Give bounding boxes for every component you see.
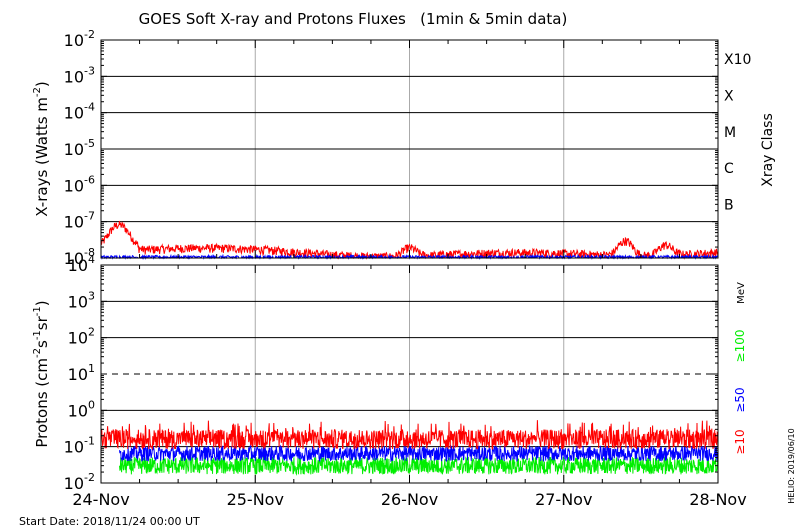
y-tick-base: 10 xyxy=(64,474,84,493)
y-tick-base: 10 xyxy=(64,67,84,86)
proton-series-line xyxy=(100,420,719,451)
y-tick-exponent: -3 xyxy=(84,64,95,77)
y-tick-base: 10 xyxy=(68,329,88,348)
y-axis-label-exponent: -2 xyxy=(32,87,43,97)
xray-class-label: X10 xyxy=(724,52,751,68)
y-tick-exponent: -6 xyxy=(84,173,95,186)
y-tick-label: 10-8 xyxy=(64,246,95,268)
y-tick-label: 10-2 xyxy=(64,28,95,50)
y-tick-base: 10 xyxy=(64,140,84,159)
y-axis-label: X-rays (Watts m-2) xyxy=(32,81,51,216)
y-tick-label: 10-1 xyxy=(64,435,95,457)
y-axis-label-text: ) xyxy=(33,300,51,306)
xray-class-axis-title: Xray Class xyxy=(760,113,776,187)
xray-series-line xyxy=(100,220,719,260)
axes-layer: 10-810-710-610-510-410-310-2X-rays (Watt… xyxy=(32,28,776,509)
x-tick-label: 28-Nov xyxy=(689,490,746,509)
chart-title: GOES Soft X-ray and Protons Fluxes (1min… xyxy=(139,10,568,28)
x-tick-label: 25-Nov xyxy=(227,490,284,509)
grid-layer xyxy=(101,40,718,483)
y-tick-base: 10 xyxy=(68,256,88,275)
y-tick-exponent: -7 xyxy=(84,210,95,223)
y-tick-label: 103 xyxy=(68,289,95,311)
y-tick-label: 102 xyxy=(68,326,95,348)
y-axis-label-text: ) xyxy=(33,81,51,87)
y-tick-base: 10 xyxy=(64,249,84,268)
y-tick-exponent: -5 xyxy=(84,137,95,150)
y-tick-exponent: -2 xyxy=(84,28,95,41)
y-tick-label: 10-5 xyxy=(64,137,95,159)
xray-class-label: B xyxy=(724,198,734,214)
y-axis-label-text: Protons (cm xyxy=(33,358,51,448)
proton-legend-label: ≥50 xyxy=(733,387,747,412)
x-tick-label: 27-Nov xyxy=(535,490,592,509)
y-tick-label: 10-3 xyxy=(64,64,95,86)
start-date-label: Start Date: 2018/11/24 00:00 UT xyxy=(19,515,200,528)
y-tick-base: 10 xyxy=(64,213,84,232)
y-tick-exponent: 2 xyxy=(88,326,95,339)
y-tick-exponent: 4 xyxy=(88,253,95,266)
y-axis-label-exponent: -1 xyxy=(32,306,43,316)
y-tick-label: 10-7 xyxy=(64,210,95,232)
y-tick-base: 10 xyxy=(68,365,88,384)
x-tick-label: 26-Nov xyxy=(381,490,438,509)
y-tick-base: 10 xyxy=(64,104,84,123)
y-tick-exponent: 0 xyxy=(88,398,95,411)
y-tick-base: 10 xyxy=(64,438,84,457)
y-tick-label: 10-2 xyxy=(64,471,95,493)
xray-class-label: C xyxy=(724,161,734,177)
y-tick-label: 101 xyxy=(68,362,95,384)
y-tick-exponent: -8 xyxy=(84,246,95,259)
y-tick-base: 10 xyxy=(64,176,84,195)
y-axis-label-exponent: -2 xyxy=(32,348,43,358)
y-axis-label-text: s xyxy=(33,340,51,348)
y-axis-label-text: sr xyxy=(33,315,51,330)
proton-legend-label: ≥100 xyxy=(733,330,747,363)
y-tick-label: 10-4 xyxy=(64,101,95,123)
y-tick-label: 104 xyxy=(68,253,95,275)
y-tick-exponent: -1 xyxy=(84,435,95,448)
y-tick-label: 10-6 xyxy=(64,173,95,195)
y-tick-exponent: -2 xyxy=(84,471,95,484)
y-tick-label: 100 xyxy=(68,398,95,420)
y-tick-exponent: -4 xyxy=(84,101,95,114)
proton-legend-label: ≥10 xyxy=(733,429,747,454)
y-axis-label-text: X-rays (Watts m xyxy=(33,97,51,217)
xray-class-label: X xyxy=(724,89,734,105)
y-axis-label-exponent: -1 xyxy=(32,330,43,340)
x-tick-label: 24-Nov xyxy=(72,490,129,509)
xray-class-label: M xyxy=(724,125,736,141)
y-tick-exponent: 3 xyxy=(88,289,95,302)
proton-series-line xyxy=(119,444,719,463)
y-axis-label: Protons (cm-2s-1sr-1) xyxy=(32,300,51,447)
y-tick-exponent: 1 xyxy=(88,362,95,375)
proton-series-line xyxy=(119,455,719,476)
proton-unit-label: MeV xyxy=(736,282,747,304)
y-tick-base: 10 xyxy=(68,401,88,420)
y-tick-base: 10 xyxy=(68,292,88,311)
credit-label: HELIO: 2019/06/10 xyxy=(787,428,796,503)
y-tick-base: 10 xyxy=(64,31,84,50)
